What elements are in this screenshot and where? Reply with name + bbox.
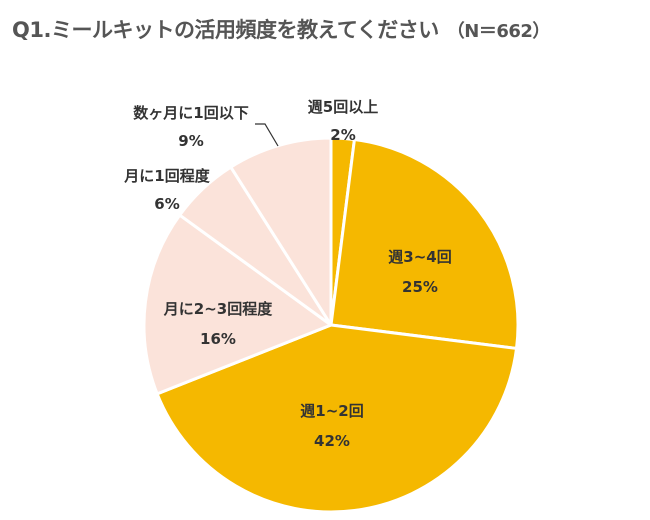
- slice-category-label: 月に1回程度: [123, 167, 210, 185]
- pie-slice: [155, 323, 519, 514]
- slice-category-label: 週1~2回: [300, 402, 363, 420]
- slice-labels: 週5回以上 2% 週3~4回 25% 週1~2回 42% 月に2~3回程度 16% 月に1回程度…: [123, 98, 451, 450]
- slice-category-label: 週3~4回: [388, 248, 451, 266]
- pie-slices: [142, 136, 520, 514]
- slice-category-label: 月に2~3回程度: [163, 300, 273, 318]
- slice-percent-label: 9%: [178, 132, 203, 150]
- leader-line: [255, 123, 279, 147]
- slice-category-label: 週5回以上: [308, 98, 378, 116]
- slice-category-label: 数ヶ月に1回以下: [133, 104, 248, 122]
- slice-percent-label: 2%: [330, 126, 355, 144]
- slice-percent-label: 16%: [200, 330, 236, 348]
- slice-percent-label: 6%: [154, 195, 179, 213]
- leader-lines: [255, 123, 279, 147]
- sample-size: （N＝662）: [446, 21, 551, 42]
- pie-slice: [329, 137, 520, 350]
- slice-percent-label: 25%: [402, 278, 438, 296]
- pie-slice: [142, 213, 333, 396]
- slice-percent-label: 42%: [314, 432, 350, 450]
- chart-title: Q1.ミールキットの活用頻度を教えてください （N＝662）: [12, 14, 550, 44]
- chart-title-text: Q1.ミールキットの活用頻度を教えてください: [12, 18, 439, 42]
- pie-slice: [229, 136, 333, 327]
